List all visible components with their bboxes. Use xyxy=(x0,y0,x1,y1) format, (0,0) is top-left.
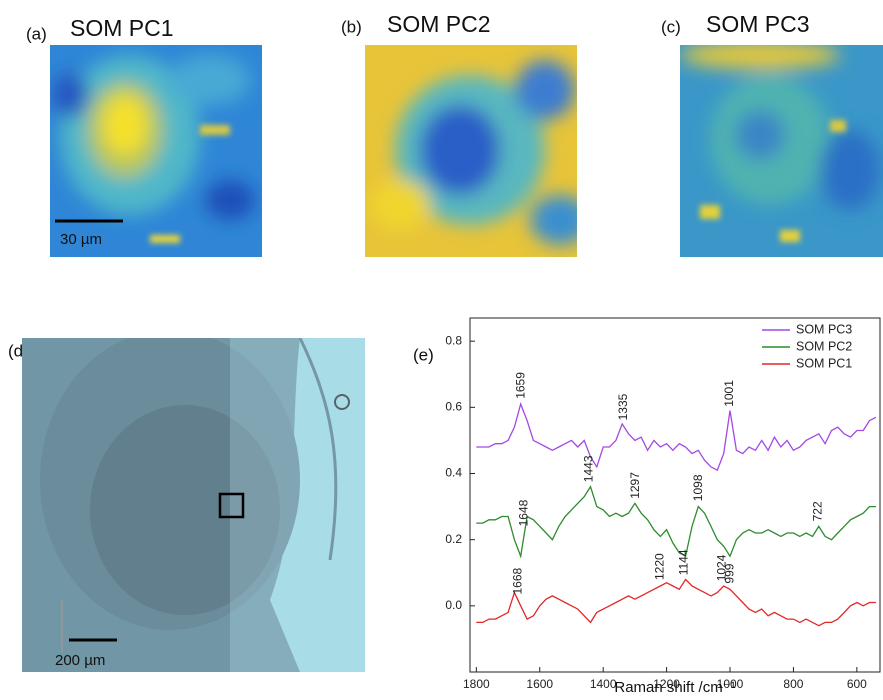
y-tick-label: 0.6 xyxy=(445,399,462,413)
x-axis-label: Raman shift /cm⁻¹ xyxy=(614,679,735,695)
chart: 0.0 0.2 0.4 0.6 0.8 1800 1600 1400 1200 1000 800 60… xyxy=(445,317,881,696)
y-tick-label: 0.2 xyxy=(445,532,462,546)
series-line xyxy=(476,485,876,559)
legend-label: SOM PC2 xyxy=(796,339,852,353)
legend-label: SOM PC1 xyxy=(796,356,852,370)
x-tick-label: 1800 xyxy=(463,677,490,691)
peak-label: 1098 xyxy=(691,474,705,501)
panel-title: SOM PC3 xyxy=(706,11,810,37)
y-tick-label: 0.8 xyxy=(445,333,462,347)
heatmap xyxy=(680,45,883,257)
series-line xyxy=(476,401,877,472)
y-tick-label: 0.4 xyxy=(445,466,462,480)
peak-label: 1443 xyxy=(582,455,596,482)
panel-label: (a) xyxy=(26,24,47,43)
plot-frame xyxy=(469,317,881,673)
panel-label: (e) xyxy=(413,345,434,364)
panel-label: (b) xyxy=(341,17,362,36)
peak-label: 1648 xyxy=(517,499,531,526)
x-tick-label: 1600 xyxy=(526,677,553,691)
scale-label: 30 µm xyxy=(60,231,102,248)
x-tick-label: 1200 xyxy=(653,677,680,691)
y-tick-label: 0.0 xyxy=(445,598,462,612)
series-line xyxy=(476,578,876,627)
peak-label: 1659 xyxy=(513,372,527,399)
scale-label: 200 µm xyxy=(55,652,105,669)
x-tick-label: 1400 xyxy=(590,677,617,691)
heatmap xyxy=(50,45,262,257)
micrograph xyxy=(22,338,365,672)
heatmap xyxy=(365,45,577,257)
x-tick-label: 1000 xyxy=(717,677,744,691)
peak-label: 1220 xyxy=(652,553,666,580)
x-tick-label: 800 xyxy=(783,677,803,691)
panel-title: SOM PC1 xyxy=(70,15,174,41)
peak-label: 999 xyxy=(722,563,736,583)
peak-label: 1668 xyxy=(510,567,524,594)
x-tick-label: 600 xyxy=(847,677,867,691)
region-box xyxy=(218,492,245,519)
peak-label: 722 xyxy=(810,501,824,521)
peak-label: 1024 xyxy=(715,554,729,581)
peak-label: 1335 xyxy=(616,393,630,420)
panel-label: (c) xyxy=(661,17,681,36)
peak-label: 1001 xyxy=(722,380,736,407)
peak-label: 1297 xyxy=(628,472,642,499)
peak-label: 1144 xyxy=(677,549,691,575)
legend-label: SOM PC3 xyxy=(796,322,852,336)
panel-title: SOM PC2 xyxy=(387,11,491,37)
